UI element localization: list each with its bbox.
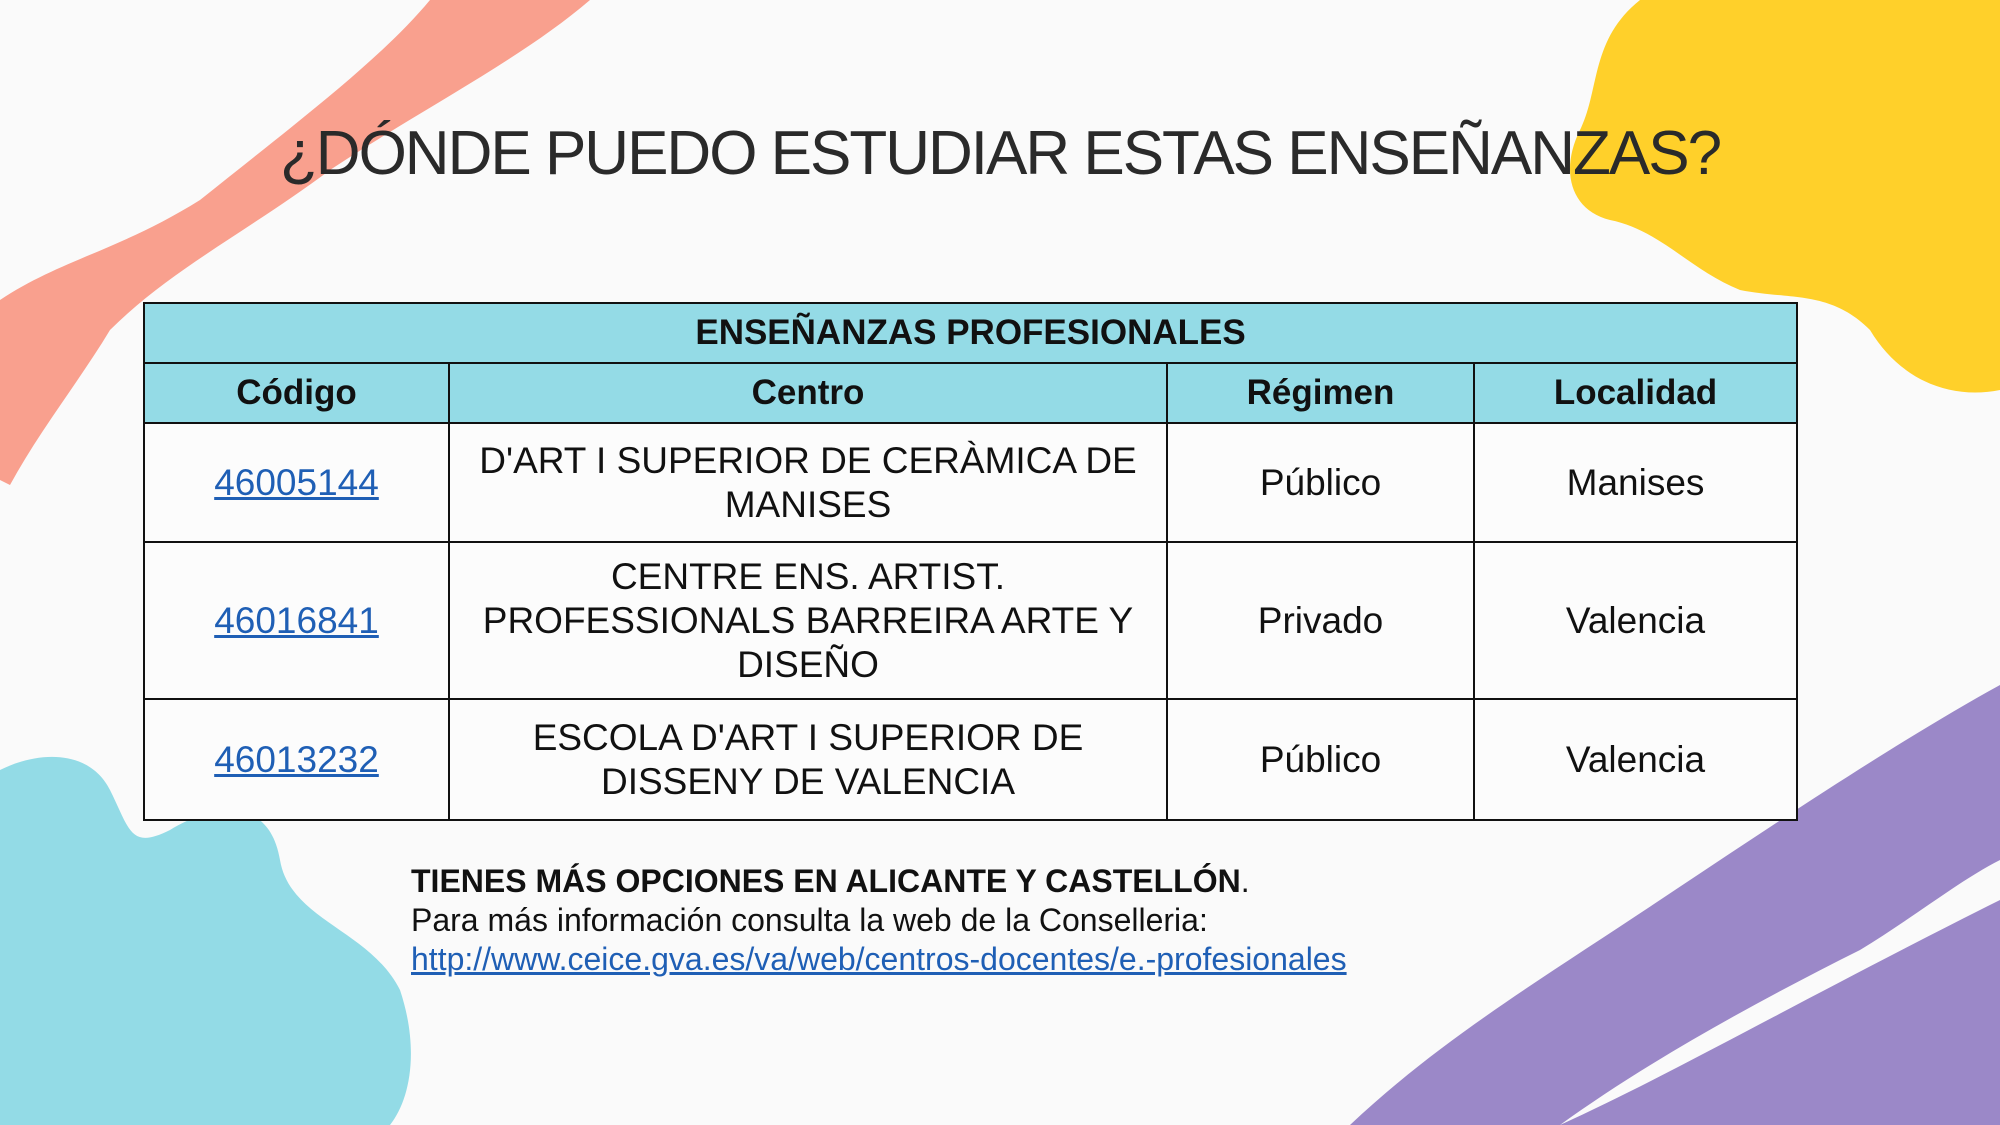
table-row: 46005144 D'ART I SUPERIOR DE CERÀMICA DE… [143,422,1799,543]
school-name: CENTRE ENS. ARTIST. PROFESSIONALS BARREI… [448,541,1168,700]
purple-brush-stroke [1350,685,2000,1125]
column-header-localidad: Localidad [1472,362,1799,424]
column-header-centro: Centro [448,362,1168,424]
school-regime: Público [1166,422,1475,543]
school-regime: Público [1166,698,1475,821]
school-code-link[interactable]: 46005144 [214,461,379,503]
table-row: 46016841 CENTRE ENS. ARTIST. PROFESSIONA… [143,541,1799,700]
info-text: Para más información consulta la web de … [411,902,1208,938]
school-name: D'ART I SUPERIOR DE CERÀMICA DE MANISES [448,422,1168,543]
column-header-regimen: Régimen [1166,362,1475,424]
column-header-codigo: Código [143,362,450,424]
school-regime: Privado [1166,541,1475,700]
table-row: 46013232 ESCOLA D'ART I SUPERIOR DE DISS… [143,698,1799,821]
more-options-text: TIENES MÁS OPCIONES EN ALICANTE Y CASTEL… [411,863,1241,899]
school-name: ESCOLA D'ART I SUPERIOR DE DISSENY DE VA… [448,698,1168,821]
more-options-period: . [1240,863,1250,899]
school-locality: Valencia [1472,698,1799,821]
conselleria-link[interactable]: http://www.ceice.gva.es/va/web/centros-d… [411,941,1347,977]
page-title: ¿DÓNDE PUEDO ESTUDIAR ESTAS ENSEÑANZAS? [279,119,1722,188]
yellow-paint-blob [1570,0,2000,393]
cyan-paint-blob [0,756,411,1125]
school-code-link[interactable]: 46013232 [214,738,379,780]
schools-table: ENSEÑANZAS PROFESIONALES Código Centro R… [142,302,1799,821]
school-code-link[interactable]: 46016841 [214,599,379,641]
school-locality: Valencia [1472,541,1799,700]
school-locality: Manises [1472,422,1799,543]
table-caption: ENSEÑANZAS PROFESIONALES [142,302,1799,364]
more-info-note: TIENES MÁS OPCIONES EN ALICANTE Y CASTEL… [411,862,1711,979]
